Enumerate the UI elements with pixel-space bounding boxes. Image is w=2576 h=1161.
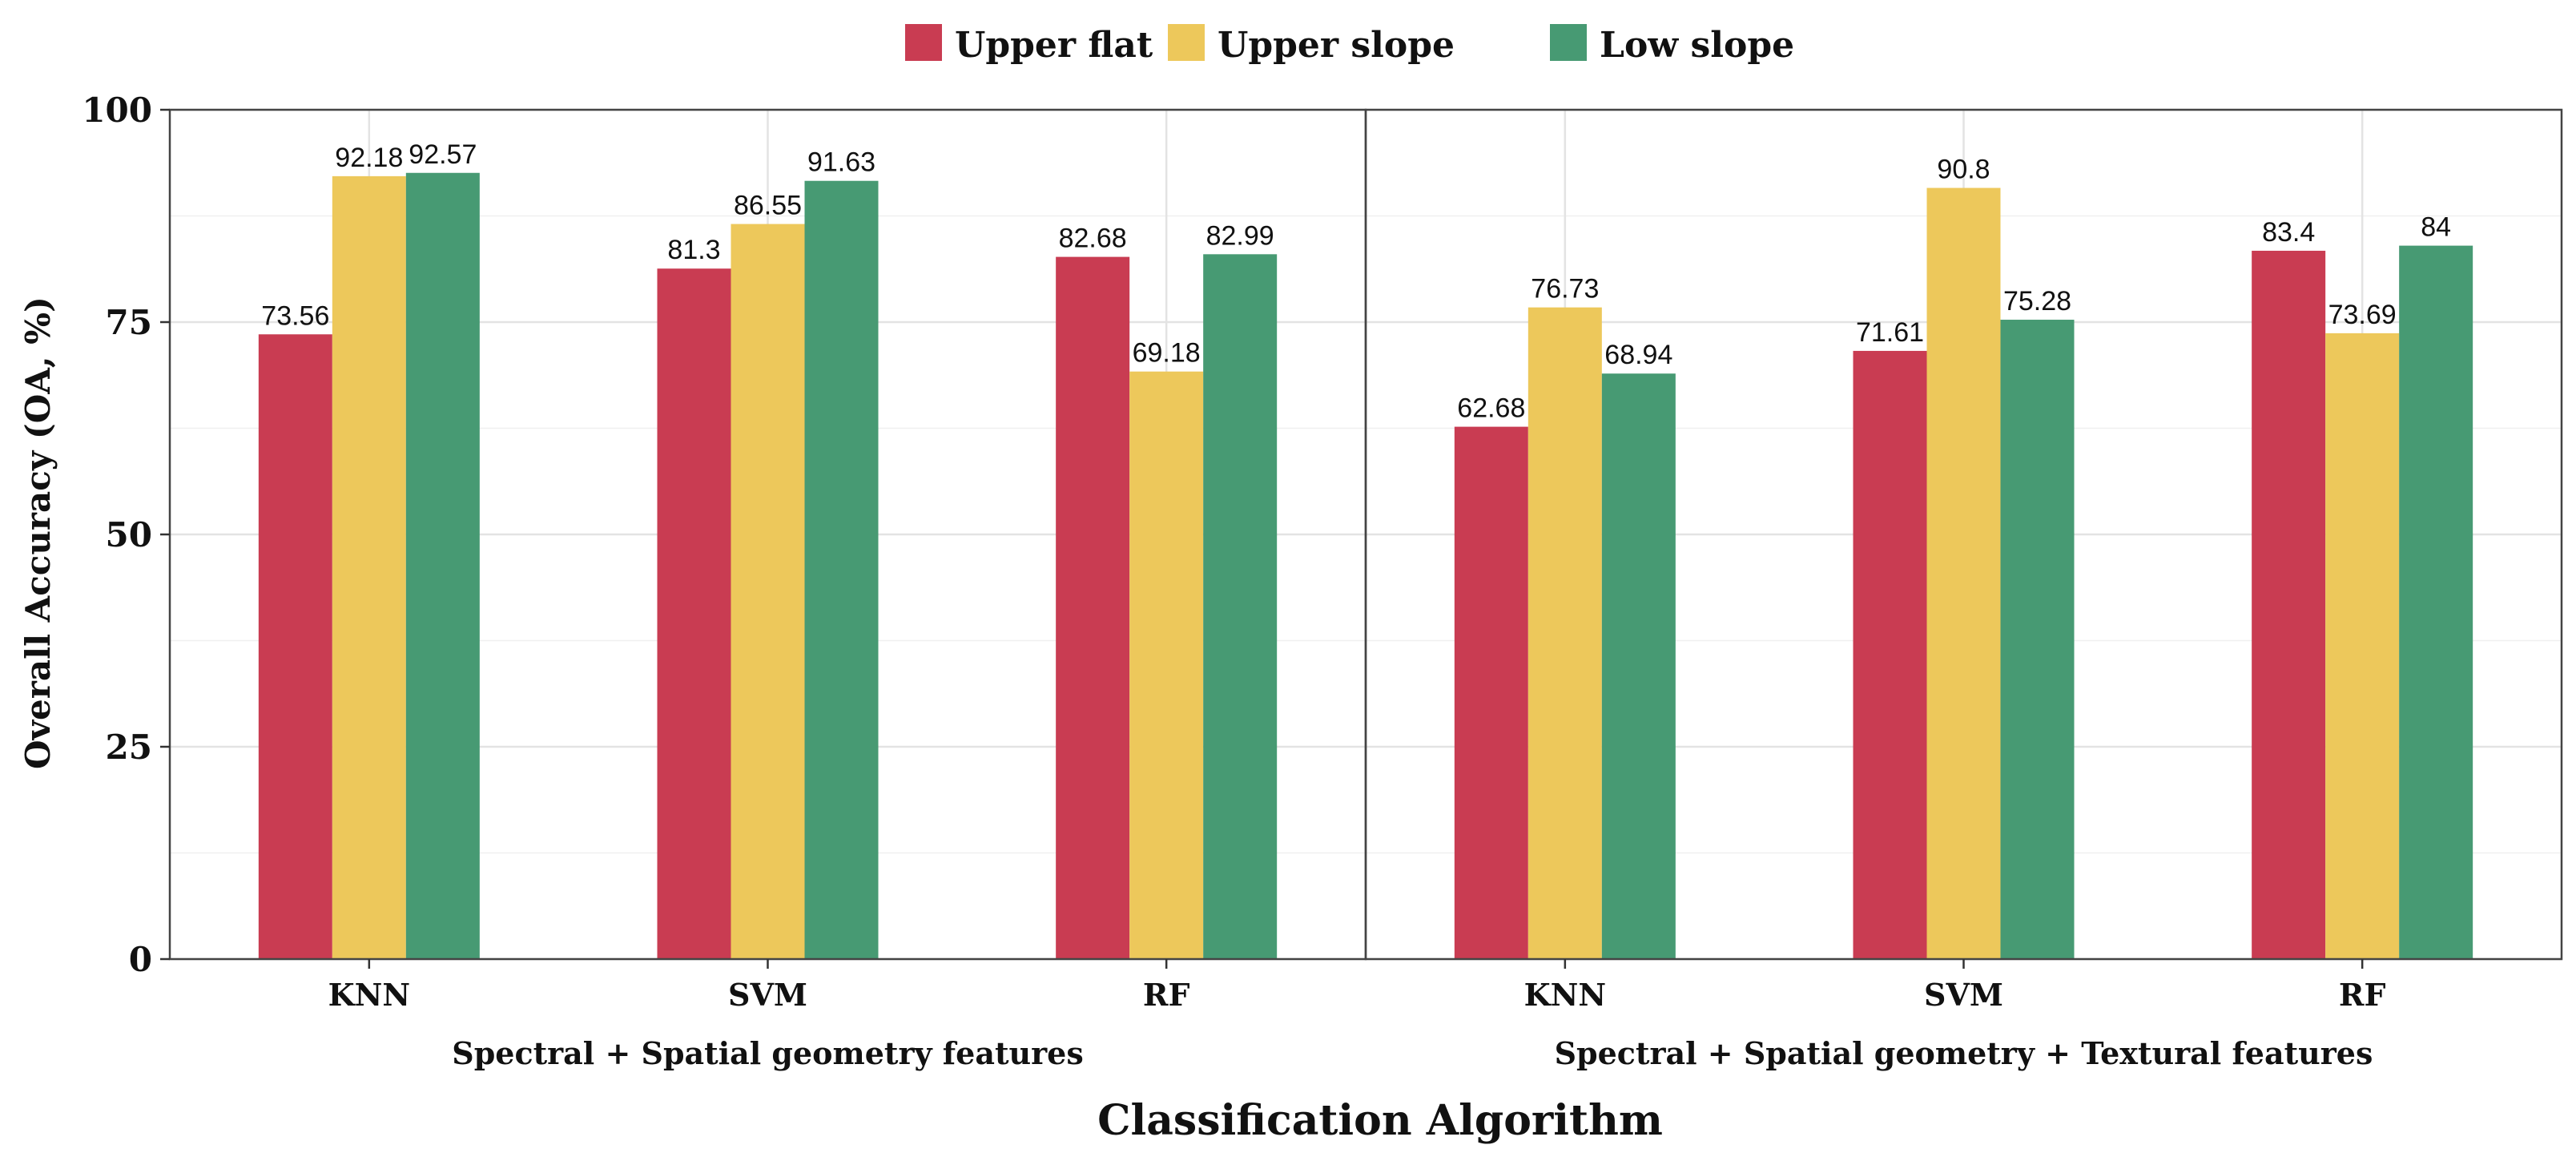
x-tick-label: RF [2339, 977, 2386, 1013]
bar-upper-flat [258, 334, 332, 959]
bar-low-slope [1203, 254, 1278, 959]
data-label: 82.68 [1059, 224, 1127, 254]
bar-upper-slope [1926, 187, 2001, 959]
legend-swatch [1168, 24, 1205, 61]
data-label: 92.18 [335, 143, 403, 173]
x-tick-label: KNN [328, 977, 411, 1013]
data-label: 83.4 [2262, 217, 2315, 248]
bar-upper-slope [332, 175, 406, 960]
bars [258, 172, 2473, 960]
bar-upper-flat [1454, 426, 1528, 959]
x-tick-label: SVM [728, 977, 807, 1013]
data-label: 84 [2421, 212, 2451, 243]
data-label: 75.28 [2003, 286, 2071, 316]
data-label: 86.55 [734, 191, 802, 221]
x-tick-label: KNN [1524, 977, 1607, 1013]
data-label: 71.61 [1856, 317, 1924, 348]
panel-title: Spectral + Spatial geometry features [452, 1035, 1083, 1071]
x-tick-label: RF [1143, 977, 1190, 1013]
data-label: 68.94 [1604, 340, 1672, 370]
x-axis-label: Classification Algorithm [1097, 1096, 1663, 1145]
y-tick-label: 100 [82, 91, 152, 130]
bar-upper-flat [657, 268, 731, 960]
y-tick-label: 0 [129, 940, 152, 979]
bar-upper-slope [731, 224, 805, 959]
y-tick-label: 75 [106, 303, 152, 342]
data-label: 73.56 [261, 300, 329, 331]
panel-title: Spectral + Spatial geometry + Textural f… [1555, 1035, 2373, 1071]
y-axis: 0 25 50 75 100 [82, 91, 170, 979]
legend-label: Upper flat [955, 25, 1153, 66]
data-label: 92.57 [409, 139, 477, 170]
data-label: 69.18 [1133, 338, 1201, 369]
x-tick-label: SVM [1924, 977, 2003, 1013]
data-label: 91.63 [807, 147, 875, 178]
bar-low-slope [1601, 373, 1676, 960]
bar-low-slope [405, 172, 480, 959]
legend-label: Upper slope [1218, 25, 1455, 66]
data-label: 76.73 [1531, 274, 1599, 304]
legend-swatch [905, 24, 942, 61]
legend-label: Low slope [1600, 25, 1794, 66]
bar-upper-slope [1129, 371, 1204, 959]
y-tick-label: 50 [106, 515, 152, 554]
bar-upper-flat [1056, 256, 1130, 959]
y-axis-label: Overall Accuracy (OA, %) [18, 296, 58, 769]
data-label: 73.69 [2328, 300, 2397, 330]
bar-upper-flat [1853, 350, 1927, 960]
data-label: 62.68 [1457, 393, 1525, 424]
legend: Upper flat Upper slope Low slope [905, 24, 1794, 66]
data-label: 90.8 [1937, 155, 1990, 185]
bar-low-slope [2399, 245, 2473, 960]
data-label: 82.99 [1206, 220, 1274, 251]
y-tick-label: 25 [106, 728, 152, 767]
x-axis: KNN SVM RF Spectral + Spatial geometry feat… [328, 959, 2386, 1071]
bar-upper-slope [2325, 333, 2400, 959]
bar-low-slope [804, 180, 879, 960]
legend-swatch [1550, 24, 1587, 61]
bar-upper-slope [1527, 307, 1602, 959]
bar-low-slope [2000, 320, 2075, 960]
bar-upper-flat [2252, 250, 2326, 960]
data-label: 81.3 [667, 235, 720, 265]
